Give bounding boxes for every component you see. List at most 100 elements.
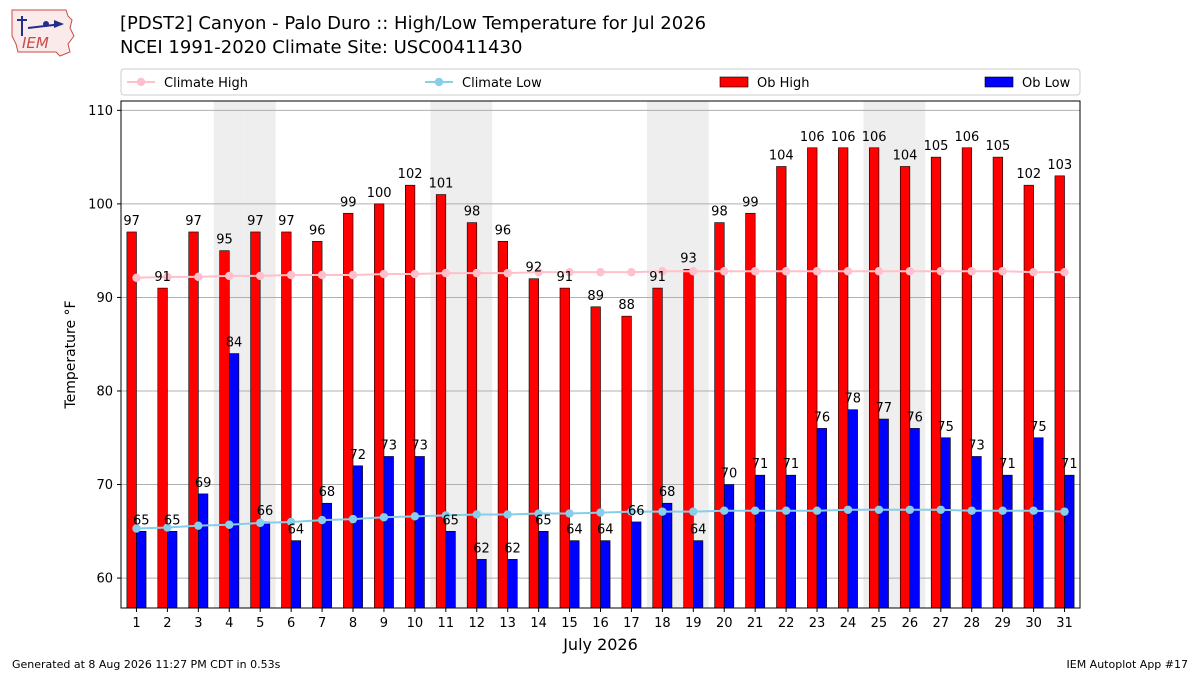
climate-low-point xyxy=(132,524,141,533)
x-tick-label: 27 xyxy=(933,616,950,631)
ob-low-label: 69 xyxy=(195,476,212,491)
climate-low-point xyxy=(812,506,822,515)
ob-low-bar xyxy=(290,540,302,609)
climate-low-legend-marker xyxy=(434,77,444,87)
x-tick-label: 1 xyxy=(132,616,140,631)
ob-high-label: 105 xyxy=(924,139,949,154)
x-tick-label: 11 xyxy=(438,616,455,631)
ob-high-label: 102 xyxy=(398,167,423,182)
ob-high-bar xyxy=(776,166,787,609)
ob-low-label: 64 xyxy=(597,523,614,538)
x-tick-label: 14 xyxy=(530,616,547,631)
climate-low-point xyxy=(194,521,203,530)
ob-high-label: 102 xyxy=(1016,167,1041,182)
climate-high-point xyxy=(936,267,945,276)
ob-low-label: 76 xyxy=(814,410,831,425)
ob-high-bar xyxy=(869,147,880,609)
climate-low-point xyxy=(905,505,915,514)
climate-high-point xyxy=(843,267,853,276)
bars xyxy=(126,147,1075,609)
ob-low-label: 71 xyxy=(783,457,800,472)
x-tick-label: 16 xyxy=(592,616,609,631)
ob-high-bar xyxy=(714,222,725,609)
climate-low-point xyxy=(472,510,481,519)
ob-low-bar xyxy=(662,502,673,609)
y-tick-label: 100 xyxy=(88,197,113,212)
x-tick-label: 17 xyxy=(623,616,640,631)
ob-high-label: 92 xyxy=(526,261,543,276)
ob-low-bar xyxy=(723,484,735,609)
generated-timestamp: Generated at 8 Aug 2026 11:27 PM CDT in … xyxy=(12,658,281,671)
ob-low-bar xyxy=(167,530,178,609)
climate-high-point xyxy=(781,267,791,276)
ob-high-label: 106 xyxy=(800,130,825,145)
x-tick-label: 10 xyxy=(407,616,424,631)
x-tick-label: 3 xyxy=(194,616,202,631)
ob-low-bar xyxy=(259,521,271,609)
climate-high-point xyxy=(132,273,141,282)
climate-low-point xyxy=(720,506,729,515)
ob-low-legend-label: Ob Low xyxy=(1022,76,1071,91)
climate-low-point xyxy=(967,506,976,515)
x-tick-label: 12 xyxy=(468,616,485,631)
climate-low-point xyxy=(627,507,636,516)
climate-low-point xyxy=(379,513,389,522)
climate-high-point xyxy=(379,269,389,279)
ob-low-label: 65 xyxy=(164,513,181,528)
ob-low-bar xyxy=(940,437,951,609)
ob-low-label: 68 xyxy=(659,485,676,500)
climate-high-legend-label: Climate High xyxy=(164,76,248,91)
ob-high-label: 100 xyxy=(367,186,392,201)
ob-high-bar xyxy=(188,231,199,609)
climate-low-point xyxy=(317,515,327,525)
ob-low-label: 75 xyxy=(937,420,954,435)
climate-high-point xyxy=(1029,267,1038,277)
ob-high-label: 97 xyxy=(185,214,202,229)
climate-low-legend-label: Climate Low xyxy=(462,76,542,91)
ob-high-bar xyxy=(559,287,570,609)
ob-high-label: 106 xyxy=(955,130,980,145)
x-axis: 1 2 3 4 5 6 7 8 9 10 11 12 13 14 15 16 17 18 19 20 21 22 23 24 2… xyxy=(132,608,1073,631)
ob-low-legend-swatch xyxy=(984,76,1014,88)
x-tick-label: 7 xyxy=(318,616,326,631)
ob-high-bar xyxy=(528,278,539,609)
ob-low-label: 73 xyxy=(411,438,428,453)
ob-high-label: 91 xyxy=(649,270,666,285)
climate-low-point xyxy=(658,507,667,516)
climate-high-point xyxy=(194,272,203,282)
x-tick-label: 4 xyxy=(225,616,233,631)
ob-low-bar xyxy=(1002,474,1013,609)
ob-high-label: 99 xyxy=(742,195,759,210)
ob-low-label: 73 xyxy=(968,438,985,453)
climate-high-point xyxy=(658,267,667,276)
ob-high-bar xyxy=(157,287,168,609)
climate-low-point xyxy=(286,517,296,527)
x-tick-label: 29 xyxy=(994,616,1011,631)
ob-high-bar xyxy=(281,231,292,609)
chart-subtitle: NCEI 1991-2020 Climate Site: USC00411430 xyxy=(120,37,523,58)
ob-low-label: 71 xyxy=(752,457,769,472)
climate-high-point xyxy=(967,267,976,276)
climate-high-point xyxy=(750,267,760,276)
ob-high-bar xyxy=(930,156,942,609)
x-tick-label: 19 xyxy=(685,616,702,631)
ob-high-label: 95 xyxy=(216,233,233,248)
ob-low-label: 75 xyxy=(1030,420,1047,435)
iem-logo: IEM xyxy=(8,6,80,60)
ob-high-label: 96 xyxy=(495,223,512,238)
x-tick-label: 25 xyxy=(871,616,888,631)
ob-high-bar xyxy=(1054,175,1065,609)
ob-high-bar xyxy=(838,147,849,609)
climate-high-point xyxy=(410,269,420,279)
climate-high-point xyxy=(317,270,327,280)
ob-high-label: 88 xyxy=(618,298,635,313)
climate-low-point xyxy=(534,509,543,518)
y-tick-label: 70 xyxy=(96,478,113,493)
climate-high-point xyxy=(689,267,698,276)
ob-high-bar xyxy=(683,269,694,609)
climate-high-point xyxy=(503,268,512,278)
x-tick-label: 18 xyxy=(654,616,671,631)
climate-high-point xyxy=(596,267,605,277)
ob-low-label: 65 xyxy=(535,513,552,528)
